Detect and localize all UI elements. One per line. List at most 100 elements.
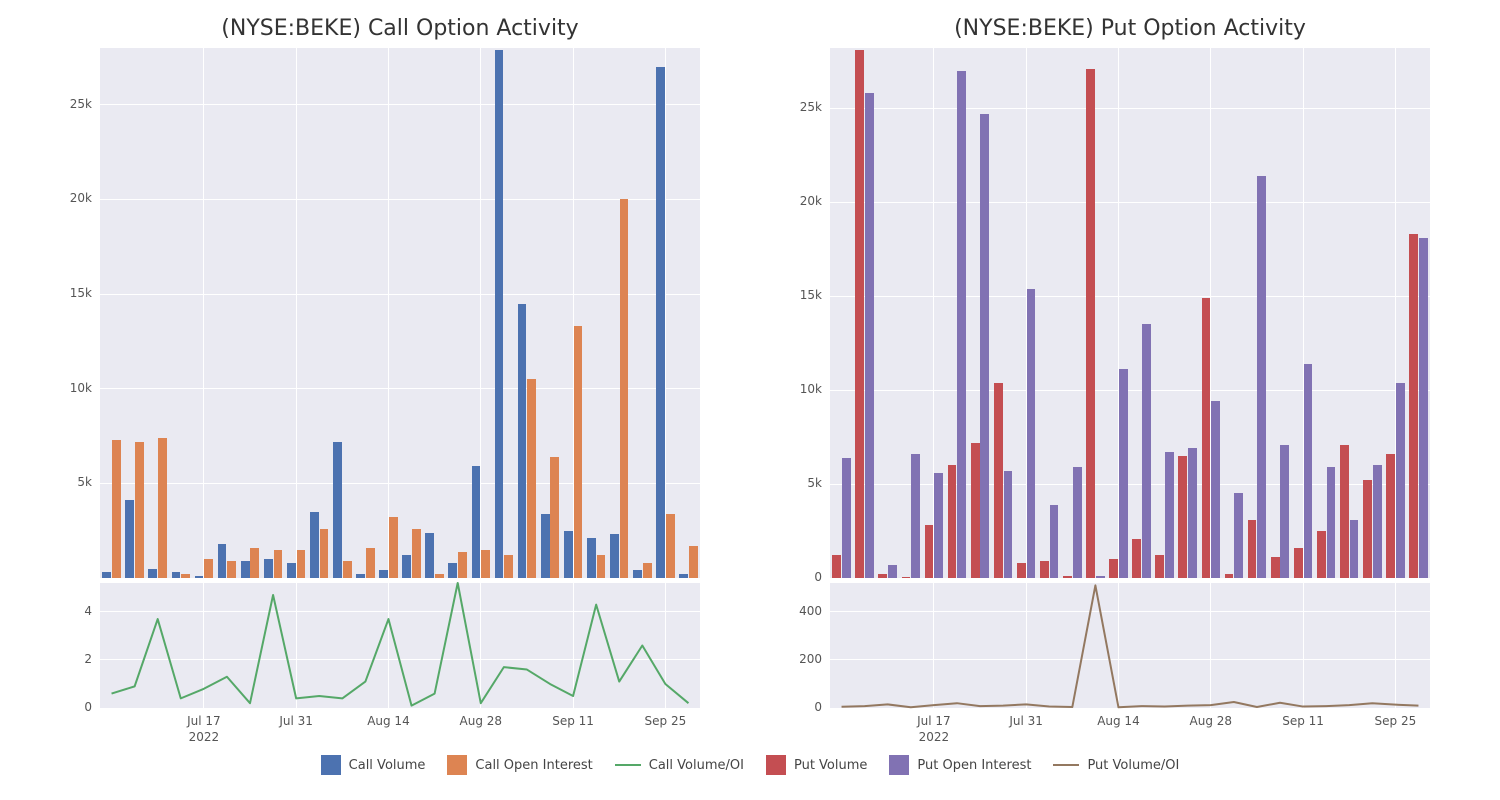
call-oi-bar [158,438,167,578]
legend-label: Call Volume/OI [649,758,744,773]
grid-line [100,104,700,105]
legend-item: Put Volume [766,755,867,775]
call-volume-bar [587,538,596,578]
call-volume-bar [425,533,434,578]
legend: Call Volume Call Open Interest Call Volume… [0,755,1500,775]
call-oi-bar [527,379,536,578]
x-tick-label: Sep 25 [640,714,690,728]
call-volume-bar [125,500,134,578]
x-tick-label: Sep 25 [1370,714,1420,728]
legend-item: Call Volume/OI [615,758,744,773]
legend-item: Put Open Interest [889,755,1031,775]
put-volume-bar [1063,576,1072,578]
put-oi-bar [1165,452,1174,578]
call-volume-bar [518,304,527,578]
y-tick-label: 0 [814,700,822,714]
y-tick-label: 0 [814,570,822,584]
put-oi-bar [1027,289,1036,578]
put-oi-bar [1119,369,1128,578]
put-oi-bar [1096,576,1105,578]
call-volume-bar [402,555,411,578]
left-title: (NYSE:BEKE) Call Option Activity [100,16,700,41]
put-oi-bar [1188,448,1197,578]
put-oi-bar [1350,520,1359,578]
grid-line [100,483,700,484]
legend-label: Put Volume/OI [1087,758,1179,773]
put-oi-bar [957,71,966,578]
y-tick-label: 5k [807,476,822,490]
legend-label: Call Open Interest [475,758,592,773]
legend-item: Call Volume [321,755,426,775]
legend-item: Call Open Interest [447,755,592,775]
legend-swatch [615,764,641,766]
put-volume-bar [1202,298,1211,578]
y-tick-label: 0 [84,700,92,714]
y-tick-label: 200 [799,652,822,666]
call-volume-bar [264,559,273,578]
call-volume-bar [287,563,296,578]
put-volume-bar [1225,574,1234,578]
call-oi-bar [181,574,190,578]
call-oi-bar [320,529,329,578]
x-year-label: 2022 [909,730,959,744]
call-oi-bar [366,548,375,578]
call-oi-bar [435,574,444,578]
call-oi-bar [412,529,421,578]
put-volume-bar [1294,548,1303,578]
put-oi-bar [1004,471,1013,578]
x-tick-label: Aug 28 [1186,714,1236,728]
put-oi-bar [888,565,897,578]
grid-line-v [388,48,389,578]
put-oi-bar [1050,505,1059,578]
call-volume-bar [541,514,550,578]
call-volume-bar [564,531,573,578]
call-oi-bar [597,555,606,578]
legend-swatch [447,755,467,775]
chart-root: (NYSE:BEKE) Call Option Activity 5k 10k 15k… [0,0,1500,800]
put-oi-bar [1234,493,1243,578]
right-main-panel [830,48,1430,578]
grid-line-v [296,48,297,578]
legend-label: Call Volume [349,758,426,773]
put-volume-bar [1363,480,1372,578]
put-volume-bar [1386,454,1395,578]
call-oi-bar [227,561,236,578]
y-tick-label: 5k [77,475,92,489]
y-tick-label: 25k [70,97,92,111]
y-tick-label: 20k [70,191,92,205]
x-tick-label: Sep 11 [1278,714,1328,728]
put-oi-bar [1211,401,1220,578]
y-tick-label: 20k [800,194,822,208]
put-volume-bar [1178,456,1187,578]
call-oi-bar [504,555,513,578]
put-oi-bar [980,114,989,578]
y-tick-label: 10k [800,382,822,396]
call-oi-bar [620,199,629,578]
x-tick-label: Aug 14 [363,714,413,728]
x-tick-label: Jul 17 [179,714,229,728]
y-tick-label: 2 [84,652,92,666]
x-tick-label: Jul 17 [909,714,959,728]
right-title: (NYSE:BEKE) Put Option Activity [830,16,1430,41]
put-volume-bar [832,555,841,578]
call-volume-bar [495,50,504,578]
put-oi-bar [842,458,851,578]
call-volume-bar [610,534,619,578]
call-volume-bar [333,442,342,578]
grid-line [100,199,700,200]
put-oi-bar [1396,383,1405,578]
put-volume-bar [948,465,957,578]
put-volume-bar [878,574,887,578]
put-volume-bar [1017,563,1026,578]
call-volume-bar [172,572,181,578]
call-volume-bar [633,570,642,578]
call-oi-bar [389,517,398,578]
put-volume-bar [1317,531,1326,578]
right-sub-panel [830,583,1430,708]
y-tick-label: 15k [70,286,92,300]
grid-line-v [665,48,666,578]
y-tick-label: 4 [84,604,92,618]
call-oi-bar [297,550,306,578]
call-oi-bar [458,552,467,579]
call-oi-bar [135,442,144,578]
